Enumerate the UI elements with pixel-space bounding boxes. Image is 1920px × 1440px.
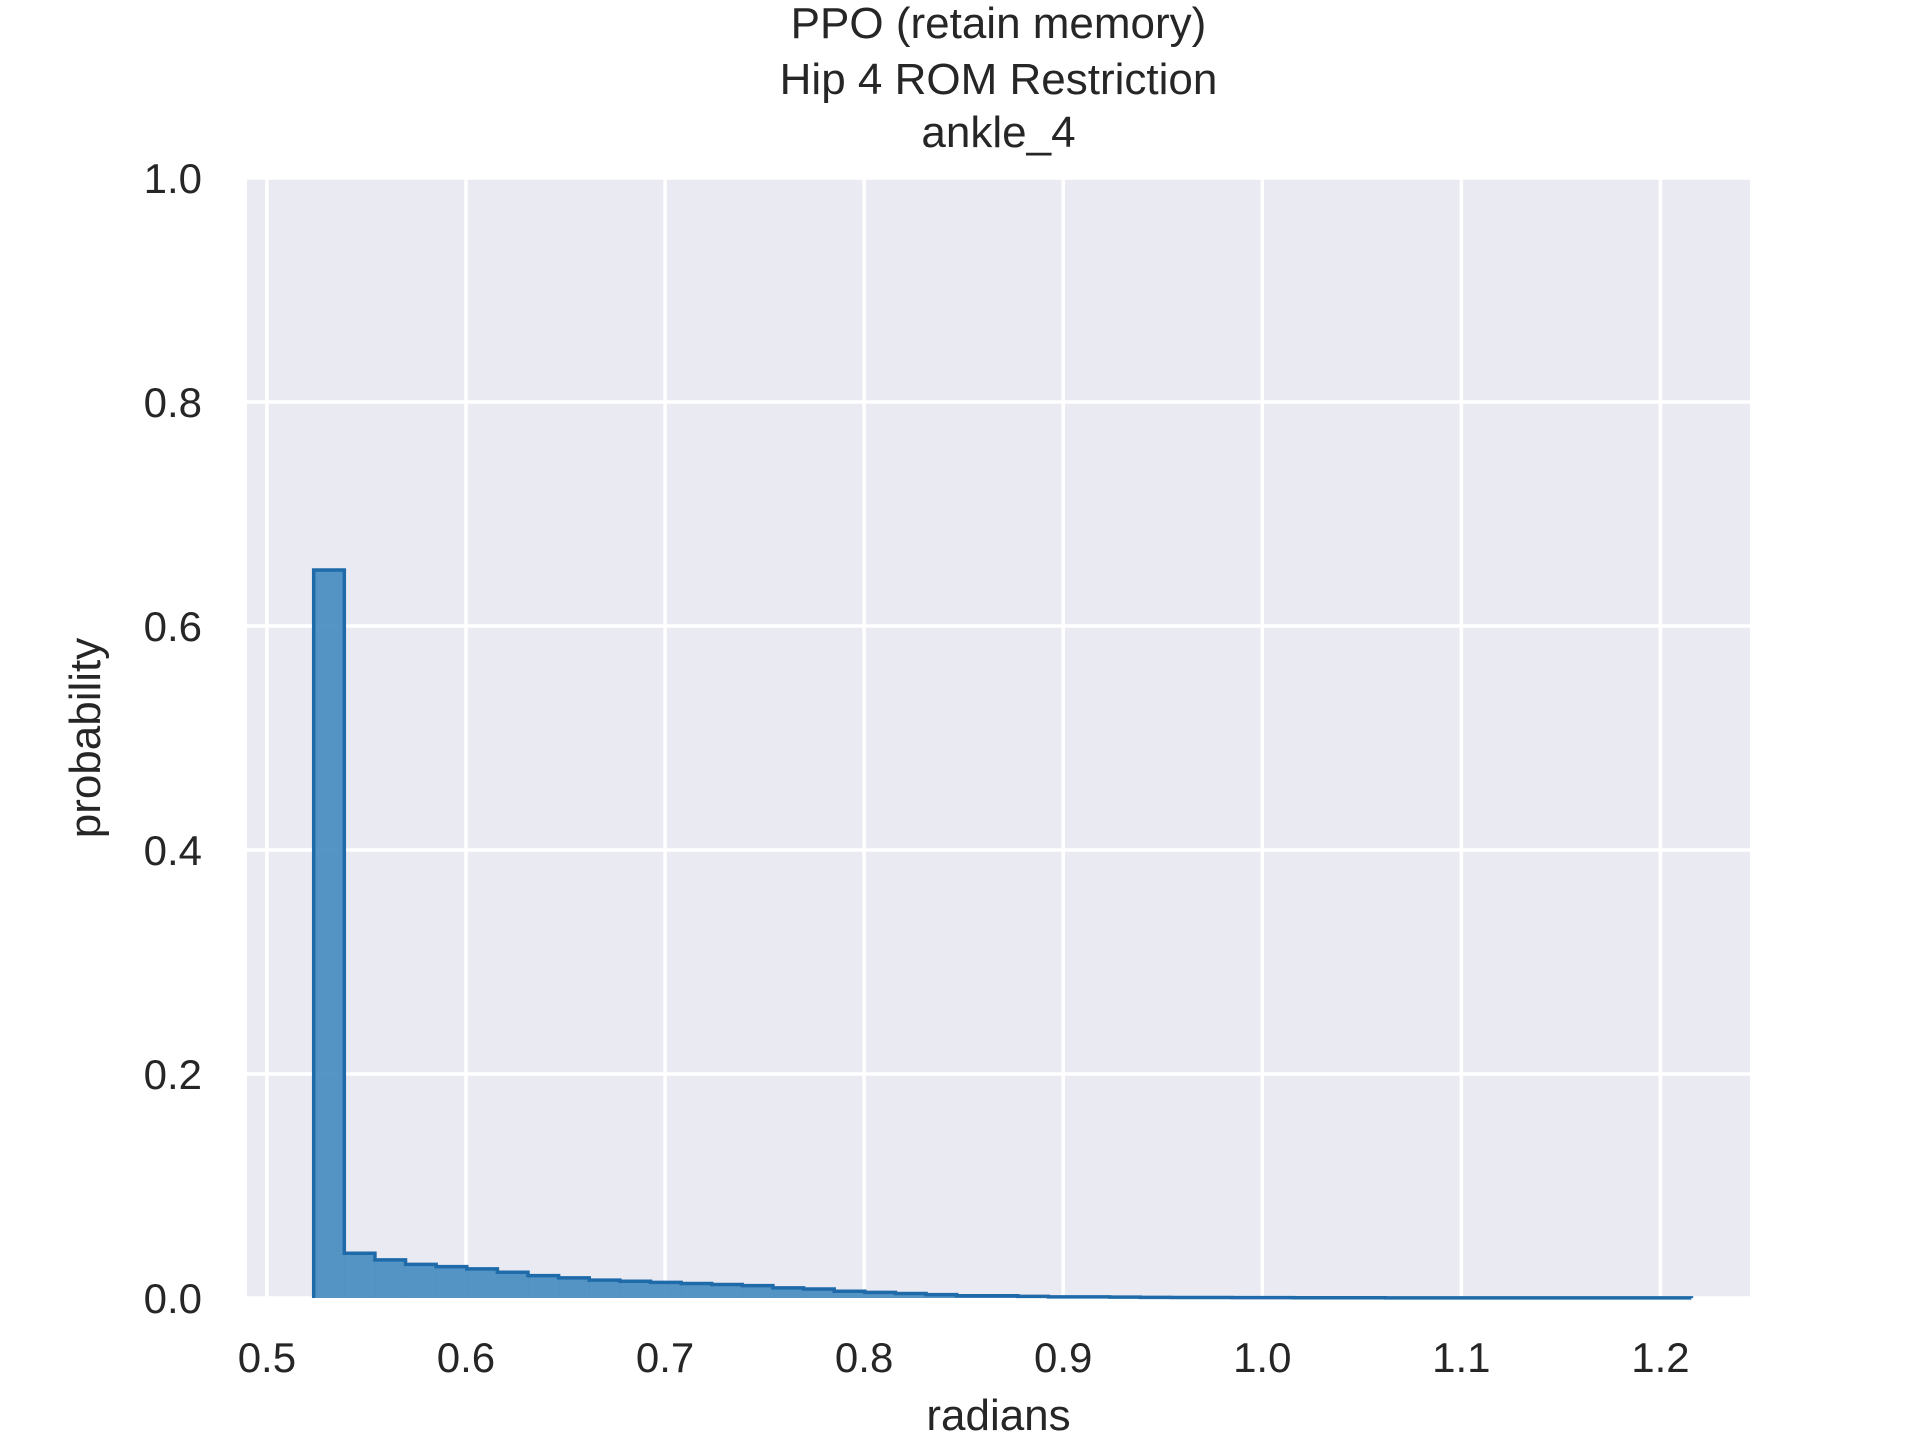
x-tick-label: 1.0 <box>1233 1334 1291 1381</box>
y-tick-label: 0.6 <box>144 603 202 650</box>
x-tick-label: 0.5 <box>238 1334 296 1381</box>
x-axis-label: radians <box>926 1391 1070 1440</box>
title-line: ankle_4 <box>921 108 1075 157</box>
histogram-bar <box>497 1272 529 1298</box>
histogram-bar <box>650 1282 682 1298</box>
y-tick-label: 0.2 <box>144 1051 202 1098</box>
histogram-bar <box>772 1287 805 1298</box>
x-tick-label: 0.7 <box>636 1334 694 1381</box>
y-axis-label: probability <box>61 638 110 839</box>
chart-title: PPO (retain memory) Hip 4 ROM Restriction… <box>780 0 1218 157</box>
grid <box>247 176 1750 1300</box>
y-tick-label: 0.8 <box>144 379 202 426</box>
histogram-bar <box>344 1253 376 1298</box>
y-tick-label: 1.0 <box>144 155 202 202</box>
histogram-bar <box>528 1275 560 1298</box>
histogram-bar <box>711 1284 743 1298</box>
histogram-bar <box>742 1285 774 1298</box>
histogram-bar <box>466 1268 498 1298</box>
y-tick-label: 0.4 <box>144 827 202 874</box>
histogram-bar <box>589 1280 621 1298</box>
histogram-bar <box>834 1291 866 1298</box>
plot-background <box>247 178 1750 1298</box>
histogram-bar <box>374 1259 407 1298</box>
histogram-bar <box>864 1292 897 1298</box>
title-line: PPO (retain memory) <box>791 0 1207 48</box>
x-tick-label: 1.1 <box>1432 1334 1490 1381</box>
x-tick-labels: 0.5 0.6 0.7 0.8 0.9 1.0 1.1 1.2 <box>238 1334 1690 1381</box>
histogram-bar <box>803 1289 835 1298</box>
histogram-bar <box>405 1264 437 1298</box>
x-tick-label: 1.2 <box>1631 1334 1689 1381</box>
histogram-bar <box>619 1281 652 1298</box>
histogram-bar <box>681 1283 713 1298</box>
x-tick-label: 0.9 <box>1034 1334 1092 1381</box>
y-tick-labels: 0.0 0.2 0.4 0.6 0.8 1.0 <box>144 155 202 1322</box>
histogram-bar <box>436 1266 468 1298</box>
histogram-bar <box>558 1277 590 1298</box>
x-tick-label: 0.8 <box>835 1334 893 1381</box>
y-tick-label: 0.0 <box>144 1275 202 1322</box>
histogram-bars <box>313 570 1693 1298</box>
title-line: Hip 4 ROM Restriction <box>780 55 1218 104</box>
histogram-outline <box>311 568 1694 1300</box>
histogram-bar <box>895 1293 927 1298</box>
x-tick-label: 0.6 <box>437 1334 495 1381</box>
histogram-bar <box>313 570 345 1298</box>
